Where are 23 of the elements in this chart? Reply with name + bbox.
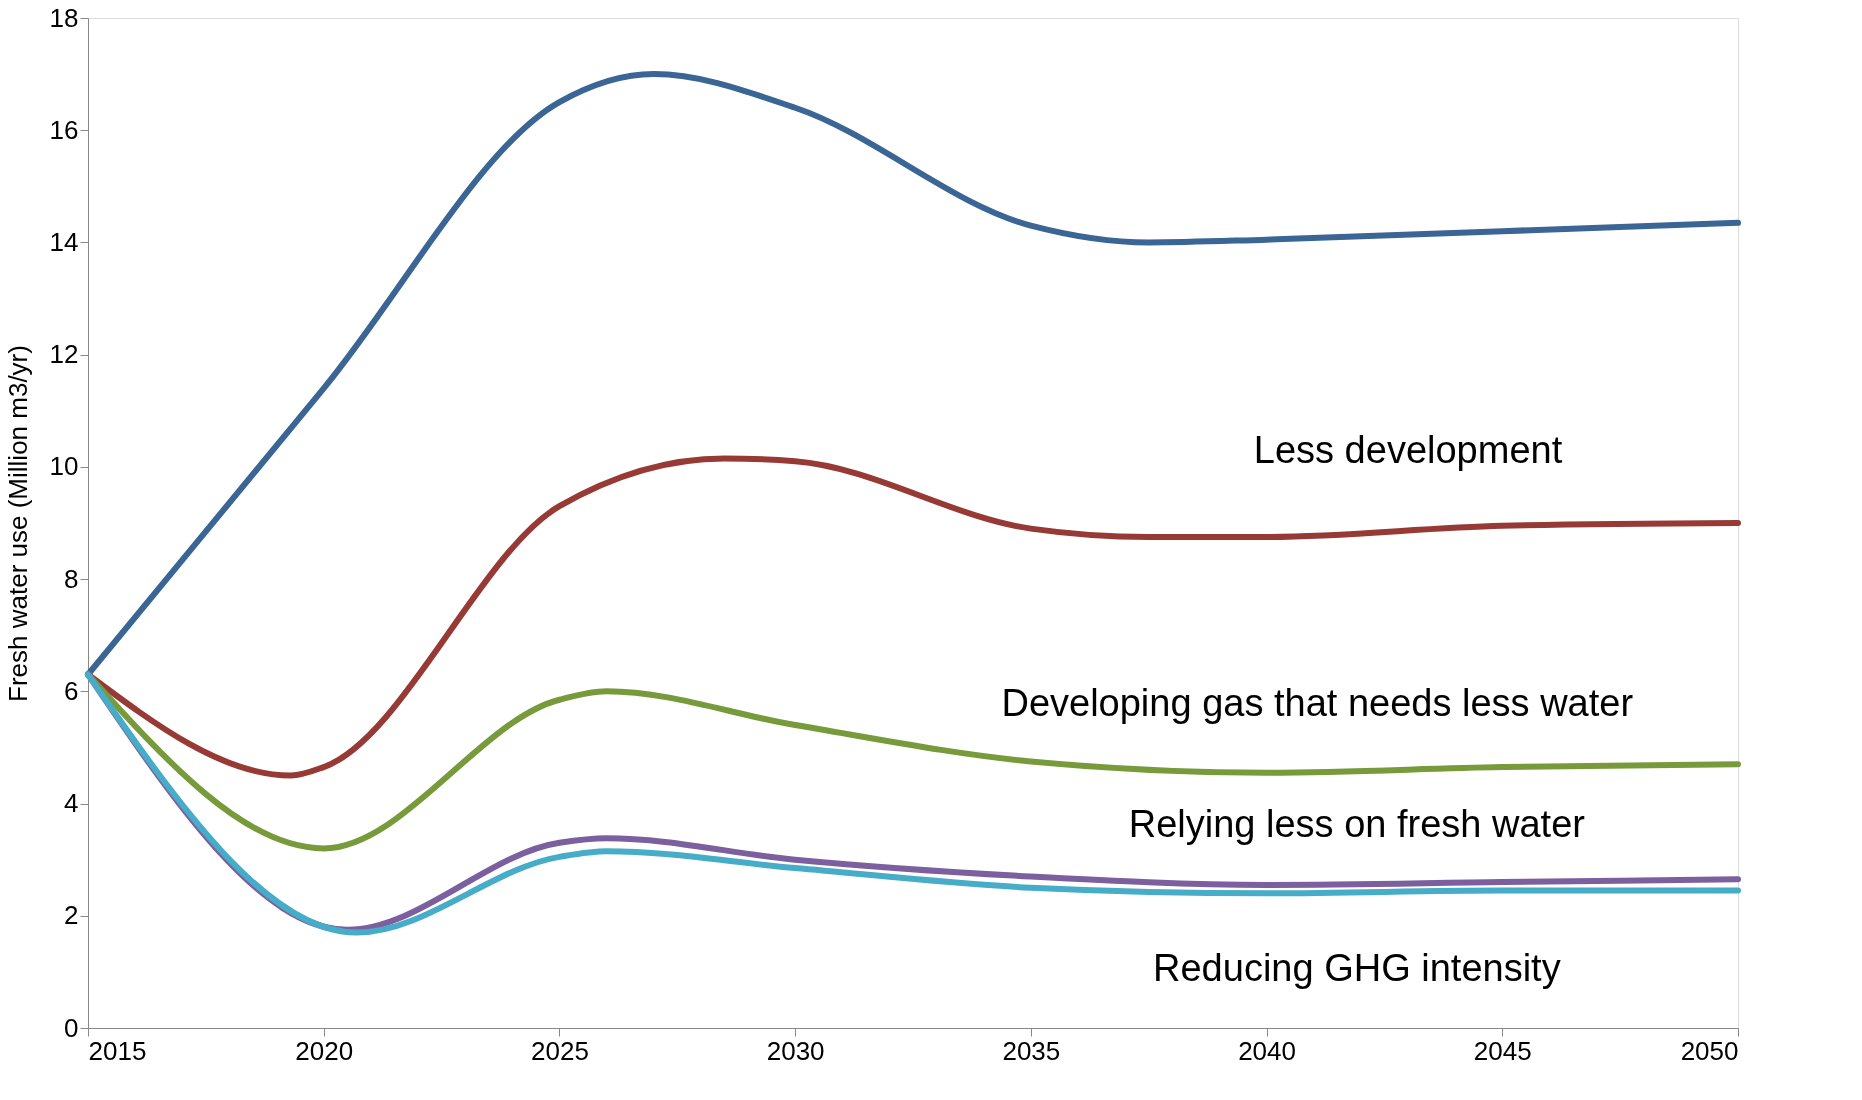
- x-tick-label: 2025: [531, 1035, 589, 1066]
- x-tick-label: 2030: [766, 1035, 825, 1066]
- annotation: Developing gas that needs less water: [1001, 681, 1634, 724]
- y-axis-title: Fresh water use (Million m3/yr): [2, 345, 33, 702]
- y-tick-label: 12: [49, 339, 79, 370]
- x-tick-label: 2040: [1238, 1035, 1296, 1066]
- y-tick-label: 18: [49, 2, 79, 33]
- x-tick-label: 2045: [1473, 1035, 1532, 1066]
- y-tick-label: 2: [64, 900, 79, 931]
- x-tick-label: 2050: [1680, 1035, 1739, 1066]
- y-tick-label: 6: [64, 675, 79, 706]
- annotation: Relying less on fresh water: [1128, 803, 1586, 845]
- y-tick-label: 4: [64, 788, 79, 819]
- y-tick-label: 8: [64, 563, 79, 594]
- x-tick-label: 2015: [88, 1035, 147, 1066]
- annotation: Reducing GHG intensity: [1153, 947, 1561, 990]
- x-tick-label: 2020: [295, 1035, 354, 1066]
- x-tick-label: 2035: [1002, 1035, 1061, 1066]
- y-tick-label: 10: [49, 451, 79, 482]
- y-tick-label: 14: [49, 226, 79, 257]
- y-tick-label: 0: [64, 1012, 79, 1043]
- annotation: Less development: [1253, 429, 1563, 472]
- y-tick-label: 16: [49, 114, 79, 145]
